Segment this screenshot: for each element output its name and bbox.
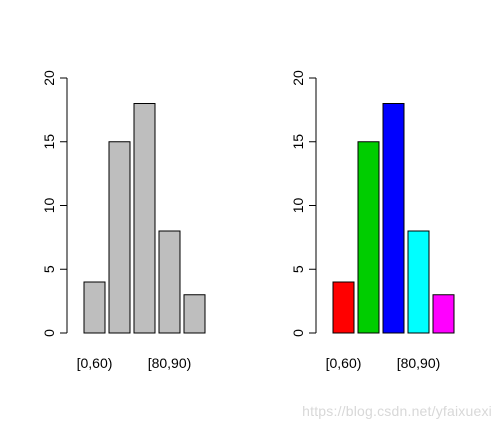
y-tick-label: 10 <box>290 198 306 214</box>
right-bar-chart: 0 5 10 15 20 [0,60) [80,90) <box>290 70 455 371</box>
y-tick-label: 5 <box>41 265 57 273</box>
y-tick-label: 20 <box>290 70 306 86</box>
y-tick-label: 15 <box>290 134 306 150</box>
bar-[80,90) <box>407 230 430 334</box>
bar-[70,80) <box>133 103 156 334</box>
x-tick-label: [0,60) <box>77 355 113 371</box>
bar-[60,70) <box>357 141 380 334</box>
y-tick-label: 20 <box>41 70 57 86</box>
x-tick-label: [80,90) <box>148 355 192 371</box>
x-tick-label: [0,60) <box>326 355 362 371</box>
bar-[90,100] <box>183 294 206 334</box>
y-tick-label: 0 <box>41 329 57 337</box>
y-tick-label: 5 <box>290 265 306 273</box>
bar-[60,70) <box>108 141 131 334</box>
y-tick-label: 0 <box>290 329 306 337</box>
bar-[0,60) <box>83 281 106 334</box>
bar-[70,80) <box>382 103 405 334</box>
x-tick-label: [80,90) <box>397 355 441 371</box>
bar-[0,60) <box>332 281 355 334</box>
y-tick-label: 10 <box>41 198 57 214</box>
bar-[80,90) <box>158 230 181 334</box>
y-tick-label: 15 <box>41 134 57 150</box>
left-bar-chart: 0 5 10 15 20 [0,60) [80,90) <box>41 70 206 371</box>
bar-[90,100] <box>432 294 455 334</box>
watermark-text: https://blog.csdn.net/yfaixuexi <box>302 403 492 419</box>
